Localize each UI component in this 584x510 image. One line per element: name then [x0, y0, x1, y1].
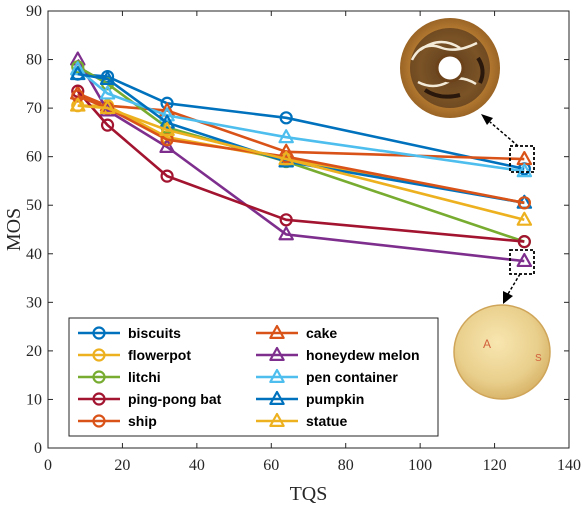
series-layer [70, 51, 533, 268]
y-tick-label: 50 [26, 197, 42, 214]
legend-item-ping-pong-bat-label: ping-pong bat [128, 391, 222, 407]
series-pumpkin-point [159, 114, 175, 129]
y-tick-label: 30 [26, 294, 42, 311]
y-tick-label: 40 [26, 246, 42, 263]
series-pumpkin-point [70, 66, 86, 81]
legend-item-honeydew-melon: honeydew melon [256, 346, 420, 363]
series-pen-container-point [278, 129, 294, 144]
y-tick-label: 10 [26, 391, 42, 408]
y-tick-label: 20 [26, 343, 42, 360]
series-statue-line [77, 104, 525, 222]
y-tick-label: 70 [26, 100, 42, 117]
legend-item-flowerpot: flowerpot [78, 347, 191, 363]
series-honeydew-melon-point [159, 138, 175, 153]
x-tick-label: 140 [557, 457, 581, 474]
legend-item-statue-point [269, 412, 285, 427]
legend-item-statue-label: statue [306, 413, 347, 429]
series-statue-point [70, 97, 86, 112]
legend-item-statue: statue [256, 412, 347, 429]
series-ping-pong-bat-point [160, 169, 174, 183]
x-tick-label: 0 [44, 457, 52, 474]
x-tick-label: 120 [483, 457, 507, 474]
melon-image-inset: A S [453, 304, 551, 400]
legend-item-cake-label: cake [306, 325, 337, 341]
series-biscuits-point [279, 111, 293, 125]
series-statue-point [516, 211, 533, 226]
melon-mark-s: S [535, 353, 542, 364]
y-axis-label: MOS [3, 208, 25, 251]
x-tick-label: 60 [263, 457, 279, 474]
series-ship-point [517, 196, 531, 210]
legend-item-biscuits-label: biscuits [128, 325, 181, 341]
arrow-to-melon [503, 273, 521, 304]
legend-item-ship: ship [78, 413, 157, 429]
y-tick-label: 90 [26, 3, 42, 20]
legend-item-pumpkin-point [269, 390, 285, 405]
tick-layer: 0 20 40 60 80 100 120 140 0 10 20 30 40 50 60 70 80 90 [26, 3, 581, 474]
highlight-box-cake [509, 145, 535, 173]
axes [47, 10, 570, 449]
legend-item-honeydew-melon-point [269, 346, 285, 361]
arrow-to-donut [481, 114, 519, 147]
x-tick-label: 80 [338, 457, 354, 474]
legend-item-biscuits: biscuits [78, 325, 181, 341]
legend-item-pen-container-label: pen container [306, 369, 398, 385]
legend-item-ship-point [92, 414, 106, 428]
legend-item-litchi-label: litchi [128, 369, 161, 385]
axes-box [47, 10, 570, 449]
x-tick-label: 40 [189, 457, 205, 474]
highlight-box-honeydew [509, 249, 535, 275]
series-honeydew-melon-line [76, 58, 525, 263]
series-ship-point [71, 89, 85, 103]
legend-item-flowerpot-label: flowerpot [128, 347, 191, 363]
legend-item-pen-container: pen container [256, 368, 398, 385]
legend-item-litchi: litchi [78, 369, 161, 385]
y-tick-label: 80 [26, 52, 42, 69]
series-statue-point [99, 100, 116, 115]
legend-item-litchi-point [92, 370, 106, 384]
series-statue-point [159, 121, 175, 136]
legend-box [68, 317, 439, 437]
legend-item-pumpkin-label: pumpkin [306, 391, 364, 407]
legend-item-ship-label: ship [128, 413, 157, 429]
legend-item-cake-point [269, 324, 285, 339]
x-tick-label: 20 [114, 457, 130, 474]
legend-item-biscuits-point [92, 326, 106, 340]
series-ship-line [77, 94, 525, 205]
y-tick-label: 60 [26, 149, 42, 166]
legend-item-pen-container-point [269, 368, 285, 383]
legend-item-cake: cake [256, 324, 337, 341]
series-statue [70, 97, 533, 226]
series-pen-container-point [159, 107, 175, 122]
x-axis-label: TQS [290, 483, 328, 505]
series-pen-container-point [70, 61, 86, 76]
donut-image-inset [400, 18, 500, 118]
series-honeydew-melon-point [516, 252, 533, 268]
melon-mark-a: A [483, 337, 491, 351]
x-tick-label: 100 [408, 457, 432, 474]
series-pumpkin-point [99, 70, 116, 85]
series-honeydew-melon-point [278, 226, 294, 241]
legend-item-ping-pong-bat: ping-pong bat [78, 391, 222, 407]
legend-item-ping-pong-bat-point [92, 392, 106, 406]
legend-item-honeydew-melon-label: honeydew melon [306, 347, 420, 363]
series-ping-pong-bat-line [76, 90, 525, 243]
y-tick-label: 0 [34, 440, 42, 457]
legend: biscuits cake flowerpot honeydew melon litch… [68, 317, 439, 437]
series-ping-pong-bat-point [517, 235, 531, 249]
series-ping-pong-bat [71, 84, 531, 249]
series-flowerpot-line [77, 104, 525, 205]
series-ping-pong-bat-point [279, 213, 293, 227]
series-pen-container-point [99, 85, 116, 100]
legend-item-pumpkin: pumpkin [256, 390, 364, 407]
series-honeydew-melon [70, 51, 533, 268]
series-ping-pong-bat-point [100, 118, 115, 132]
series-statue-point [278, 150, 294, 166]
series-pen-container-point [516, 163, 533, 178]
legend-item-flowerpot-point [92, 348, 106, 362]
